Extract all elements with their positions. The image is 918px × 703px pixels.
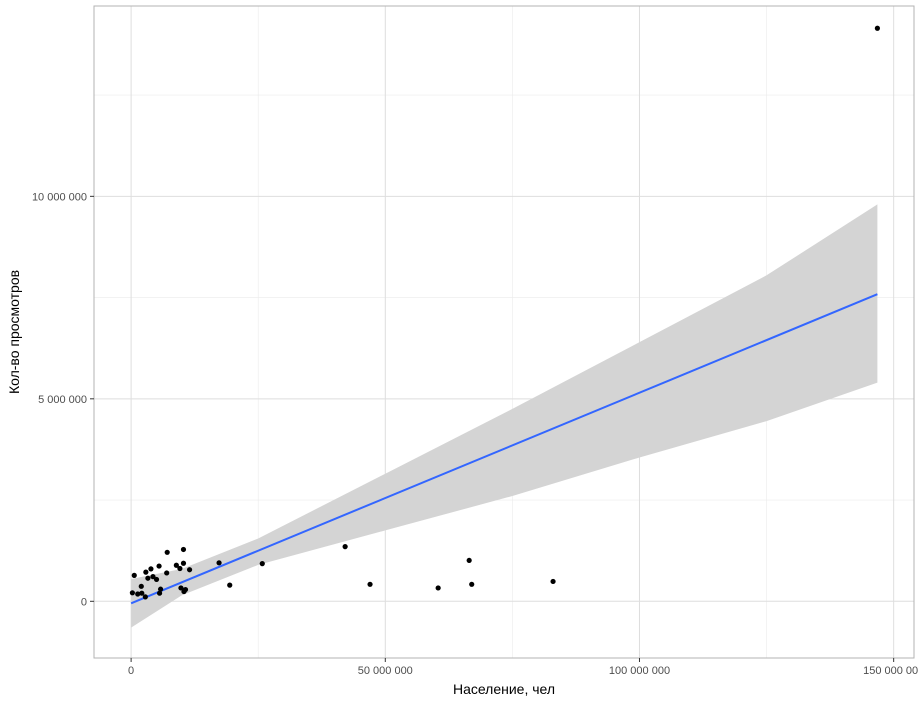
x-axis: 0 50 000 000 100 000 000 150 000 000	[128, 658, 918, 677]
trend-line-layer	[130, 293, 878, 605]
data-point	[131, 572, 137, 578]
data-point	[216, 560, 222, 566]
data-point	[466, 557, 472, 564]
x-tick-label: 150 000 000	[863, 665, 918, 677]
data-point	[156, 563, 162, 569]
data-point	[150, 574, 156, 580]
data-point	[157, 586, 164, 592]
data-point	[180, 560, 187, 566]
x-tick-label: 100 000 000	[609, 665, 670, 677]
data-point	[367, 581, 373, 587]
data-point	[550, 578, 556, 585]
y-tick-label: 0	[81, 596, 87, 608]
y-axis: 0 5 000 000 10 000 000	[32, 191, 94, 608]
x-tick-label: 50 000 000	[358, 665, 413, 677]
data-point	[181, 588, 187, 595]
data-point	[342, 544, 348, 550]
confidence-band-layer	[131, 204, 878, 628]
confidence-band	[131, 204, 878, 628]
data-point	[153, 576, 160, 583]
y-tick-label: 5 000 000	[38, 394, 87, 406]
x-tick-label: 0	[128, 665, 134, 677]
panel-border	[93, 5, 915, 659]
data-point	[138, 583, 144, 589]
data-point	[177, 565, 183, 572]
data-point	[186, 567, 193, 573]
x-axis-title: Население, чел	[453, 681, 555, 697]
data-point	[143, 569, 149, 575]
data-point	[259, 561, 265, 567]
data-point	[435, 585, 441, 591]
y-axis-title: Кол-во просмотров	[6, 270, 22, 394]
data-point	[227, 582, 233, 588]
data-point	[874, 25, 880, 31]
data-point	[129, 590, 135, 596]
data-point	[469, 581, 475, 587]
y-tick-label: 10 000 000	[32, 191, 87, 203]
data-point	[145, 575, 151, 581]
data-point	[173, 562, 179, 568]
data-point	[164, 570, 170, 576]
trend-line	[130, 293, 878, 605]
data-point	[156, 590, 163, 596]
data-points	[129, 25, 880, 600]
data-point	[135, 591, 141, 597]
data-point	[139, 590, 145, 596]
data-point	[142, 594, 148, 600]
data-point	[178, 585, 184, 591]
data-point	[164, 549, 170, 555]
data-point	[148, 566, 154, 572]
data-point	[180, 546, 187, 553]
